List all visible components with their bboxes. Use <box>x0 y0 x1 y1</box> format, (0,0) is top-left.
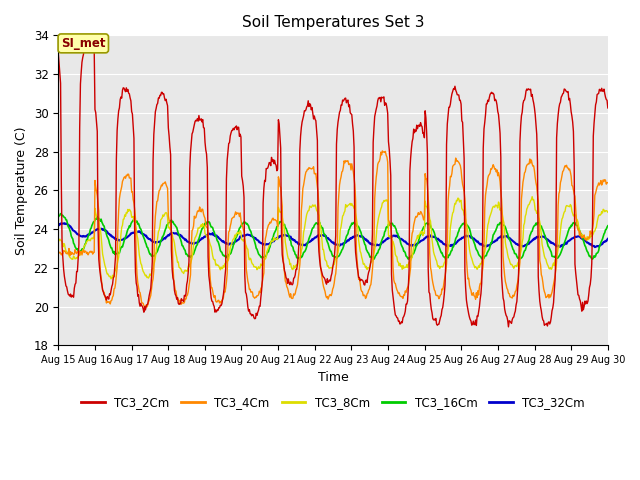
Line: TC3_16Cm: TC3_16Cm <box>58 214 608 260</box>
TC3_32Cm <box>207 231 214 237</box>
TC3_32Cm <box>58 220 65 226</box>
TC3_32Cm <box>65 223 73 228</box>
TC3_4Cm <box>121 174 129 180</box>
X-axis label: Time: Time <box>317 371 348 384</box>
TC3_4Cm <box>207 277 214 283</box>
TC3_2Cm <box>122 89 129 95</box>
TC3_8Cm <box>54 236 62 242</box>
TC3_4Cm <box>54 250 62 256</box>
TC3_4Cm <box>417 210 425 216</box>
Legend: TC3_2Cm, TC3_4Cm, TC3_8Cm, TC3_16Cm, TC3_32Cm: TC3_2Cm, TC3_4Cm, TC3_8Cm, TC3_16Cm, TC3… <box>77 392 589 414</box>
TC3_16Cm <box>442 257 450 263</box>
Line: TC3_8Cm: TC3_8Cm <box>58 197 608 279</box>
TC3_16Cm <box>65 225 73 230</box>
TC3_32Cm <box>604 236 612 242</box>
TC3_4Cm <box>378 148 386 154</box>
Title: Soil Temperatures Set 3: Soil Temperatures Set 3 <box>242 15 424 30</box>
TC3_2Cm <box>177 296 185 301</box>
TC3_2Cm <box>604 105 612 111</box>
TC3_8Cm <box>528 194 536 200</box>
TC3_8Cm <box>107 276 115 282</box>
TC3_32Cm <box>591 244 598 250</box>
TC3_4Cm <box>177 301 185 307</box>
TC3_4Cm <box>604 180 612 185</box>
TC3_2Cm <box>54 50 62 56</box>
Line: TC3_2Cm: TC3_2Cm <box>58 34 608 327</box>
Y-axis label: Soil Temperature (C): Soil Temperature (C) <box>15 126 28 254</box>
TC3_8Cm <box>122 214 129 219</box>
TC3_8Cm <box>177 267 185 273</box>
TC3_8Cm <box>604 209 612 215</box>
TC3_2Cm <box>504 324 512 330</box>
TC3_2Cm <box>65 291 72 297</box>
TC3_8Cm <box>65 251 72 257</box>
TC3_32Cm <box>417 238 424 244</box>
TC3_32Cm <box>401 239 408 244</box>
TC3_2Cm <box>87 31 95 37</box>
TC3_2Cm <box>401 312 408 317</box>
TC3_16Cm <box>417 232 424 238</box>
TC3_16Cm <box>604 223 612 228</box>
TC3_16Cm <box>122 234 129 240</box>
TC3_16Cm <box>207 222 214 228</box>
TC3_8Cm <box>207 242 214 248</box>
TC3_32Cm <box>122 236 129 241</box>
Text: SI_met: SI_met <box>61 37 106 50</box>
TC3_2Cm <box>207 287 214 293</box>
TC3_32Cm <box>54 222 62 228</box>
TC3_2Cm <box>417 120 424 125</box>
TC3_16Cm <box>54 214 62 220</box>
TC3_32Cm <box>177 233 185 239</box>
Line: TC3_32Cm: TC3_32Cm <box>58 223 608 247</box>
TC3_4Cm <box>401 288 409 294</box>
TC3_8Cm <box>401 264 408 270</box>
TC3_4Cm <box>143 304 151 310</box>
TC3_16Cm <box>177 239 185 245</box>
TC3_16Cm <box>57 211 65 216</box>
TC3_8Cm <box>417 229 424 235</box>
Line: TC3_4Cm: TC3_4Cm <box>58 151 608 307</box>
TC3_16Cm <box>401 249 408 254</box>
TC3_4Cm <box>65 251 72 257</box>
